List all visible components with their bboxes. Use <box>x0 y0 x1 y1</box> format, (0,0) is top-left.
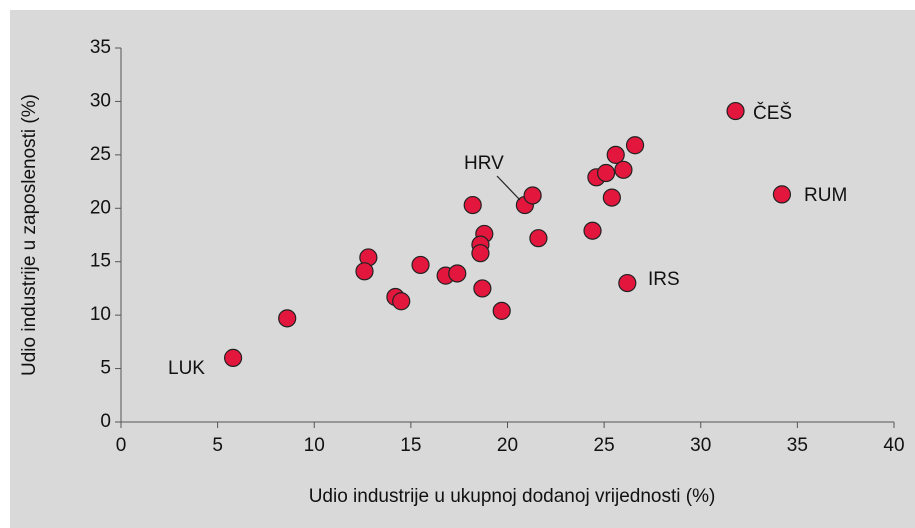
point <box>625 136 645 155</box>
point <box>602 188 621 207</box>
x-tick-label: 35 <box>787 435 808 456</box>
annotation: IRS <box>648 269 680 290</box>
point <box>772 185 792 204</box>
point <box>223 348 243 367</box>
point <box>473 279 492 298</box>
x-tick-label: 30 <box>690 435 711 456</box>
annotation: LUK <box>168 358 205 379</box>
x-tick-label: 5 <box>212 435 223 456</box>
point <box>523 186 542 205</box>
leader-line <box>496 175 521 201</box>
y-tick-label: 35 <box>90 37 111 58</box>
x-tick-label: 10 <box>304 435 325 456</box>
point <box>596 163 616 183</box>
point <box>606 145 625 164</box>
annotation: HRV <box>464 153 504 174</box>
annotation: ČEŠ <box>753 102 792 124</box>
y-axis-label: Udio industrije u zaposlenosti (%) <box>19 94 40 376</box>
point <box>355 262 374 281</box>
point <box>529 229 548 248</box>
x-axis-label: Udio industrije u ukupnoj dodanoj vrijed… <box>309 486 716 507</box>
y-tick-label: 10 <box>90 304 111 325</box>
y-tick-label: 5 <box>100 358 111 379</box>
point <box>618 273 637 293</box>
y-tick-label: 0 <box>100 411 111 432</box>
point <box>411 255 430 275</box>
x-tick-label: 25 <box>594 435 615 456</box>
point <box>492 301 511 320</box>
point <box>471 244 490 263</box>
point <box>463 195 482 215</box>
point <box>583 221 602 240</box>
point <box>448 264 467 283</box>
x-tick-label: 15 <box>400 435 421 456</box>
y-tick-label: 25 <box>90 144 111 165</box>
point <box>726 101 745 121</box>
x-tick-label: 0 <box>116 435 127 456</box>
point <box>614 160 633 179</box>
y-tick-label: 15 <box>90 251 111 272</box>
point <box>278 309 297 328</box>
x-tick-label: 40 <box>883 435 904 456</box>
annotation: RUM <box>804 185 847 206</box>
y-tick-label: 30 <box>90 90 111 111</box>
y-tick-label: 20 <box>90 197 111 218</box>
point <box>392 292 411 311</box>
x-tick-label: 20 <box>497 435 518 456</box>
